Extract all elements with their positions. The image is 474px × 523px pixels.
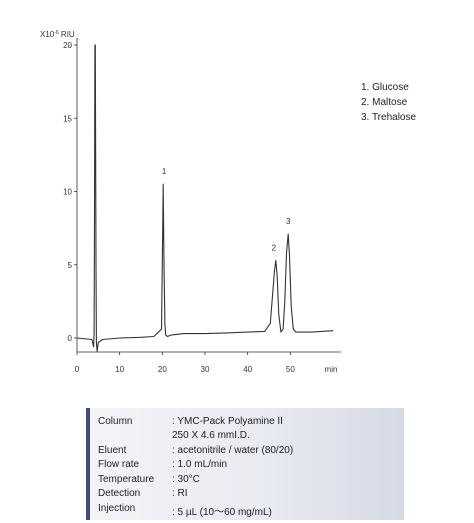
chromatogram-trace — [76, 44, 334, 352]
chart-series — [76, 44, 334, 352]
chart-ticks: 0 5 10 15 20 0 10 20 30 40 50 min — [63, 41, 337, 374]
condition-value: : RI — [172, 488, 188, 499]
x-axis-label: min — [325, 365, 338, 374]
x-tick-label: 0 — [75, 365, 80, 374]
condition-label: Eluent — [98, 445, 127, 456]
condition-value: : 1.0 mL/min — [172, 459, 228, 470]
y-tick-label: 10 — [63, 188, 72, 197]
peak-label: 2 — [272, 243, 277, 252]
x-tick-label: 30 — [201, 365, 210, 374]
condition-label: Detection — [98, 488, 141, 499]
peak-label: 1 — [162, 167, 167, 176]
condition-value: : 30°C — [172, 474, 200, 485]
x-tick-label: 50 — [286, 365, 295, 374]
legend-item-3: 3. Trehalose — [361, 112, 417, 123]
peak-legend: 1. Glucose 2. Maltose 3. Trehalose — [361, 80, 416, 125]
peak-label: 3 — [286, 217, 291, 226]
condition-label: Injection — [98, 503, 136, 514]
x-tick-label: 20 — [158, 365, 167, 374]
x-tick-label: 10 — [115, 365, 124, 374]
y-tick-label: 0 — [68, 334, 73, 343]
condition-value: : YMC-Pack Polyamine II — [172, 416, 283, 427]
peak-labels: 1 2 3 — [162, 167, 291, 252]
condition-label: Flow rate — [98, 459, 140, 470]
condition-value: : 5 µL (10〜60 mg/mL) — [172, 507, 272, 518]
chromatogram-chart: X10-6 RIU 0 5 10 15 20 0 10 20 30 40 50 min 1 2 3 — [40, 30, 341, 374]
legend-item-1: 1. Glucose — [361, 82, 409, 93]
y-tick-label: 5 — [68, 261, 73, 270]
condition-label: Column — [98, 416, 133, 427]
condition-value: 250 X 4.6 mmI.D. — [172, 430, 250, 441]
condition-label: Temperature — [98, 474, 155, 485]
y-tick-label: 20 — [63, 41, 72, 50]
y-tick-label: 15 — [63, 114, 72, 123]
chart-axes: X10-6 RIU — [40, 30, 341, 353]
x-tick-label: 40 — [243, 365, 252, 374]
y-axis-label: X10-6 RIU — [40, 30, 75, 39]
conditions-panel: Column : YMC-Pack Polyamine II 250 X 4.6… — [86, 408, 404, 520]
legend-item-2: 2. Maltose — [361, 97, 408, 108]
condition-value: : acetonitrile / water (80/20) — [172, 445, 294, 456]
